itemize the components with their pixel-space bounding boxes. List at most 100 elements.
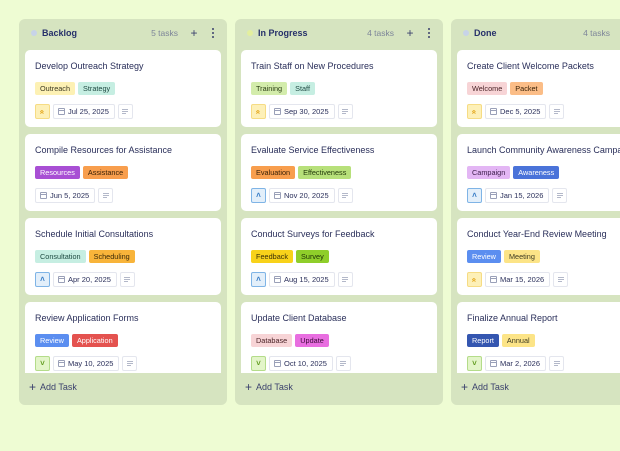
- tag-badge: Scheduling: [88, 250, 135, 263]
- task-card[interactable]: Conduct Year-End Review Meeting Review Me…: [457, 218, 620, 295]
- task-card[interactable]: Develop Outreach Strategy Outreach Strate…: [25, 50, 221, 127]
- tag-badge: Report: [467, 334, 499, 347]
- task-card[interactable]: Evaluate Service Effectiveness Evaluatio…: [241, 134, 437, 211]
- tag-badge: Application: [71, 334, 118, 347]
- task-title: Review Application Forms: [35, 313, 139, 323]
- description-button[interactable]: [552, 188, 568, 203]
- description-button[interactable]: [549, 104, 565, 119]
- calendar-icon: [490, 276, 497, 283]
- priority-button[interactable]: »: [35, 104, 50, 119]
- task-meta: » Dec 5, 2025: [467, 104, 620, 119]
- tag-list: Evaluation Effectiveness: [251, 166, 427, 179]
- description-button[interactable]: [337, 104, 353, 119]
- description-button[interactable]: [122, 356, 138, 371]
- description-button[interactable]: [337, 272, 353, 287]
- task-meta: ˄ Apr 20, 2025: [35, 272, 211, 287]
- add-task-button[interactable]: + Add Task: [245, 379, 293, 395]
- chevron-up-icon: ˄: [256, 190, 261, 200]
- tag-list: Campaign Awareness: [467, 166, 620, 179]
- text-lines-icon: [126, 360, 133, 362]
- card-list[interactable]: Create Client Welcome Packets Welcome Pac…: [457, 50, 620, 373]
- description-button[interactable]: [553, 272, 569, 287]
- text-lines-icon: [342, 108, 349, 110]
- due-date-button[interactable]: Aug 15, 2025: [269, 272, 335, 287]
- task-card[interactable]: Update Client Database Database Update ˅ …: [241, 302, 437, 373]
- tag-badge: Update: [295, 334, 329, 347]
- task-card[interactable]: Review Application Forms Review Applicati…: [25, 302, 221, 373]
- description-button[interactable]: [98, 188, 114, 203]
- due-date-button[interactable]: Oct 10, 2025: [269, 356, 333, 371]
- text-lines-icon: [102, 192, 109, 194]
- due-date-button[interactable]: May 10, 2025: [53, 356, 120, 371]
- priority-button[interactable]: ˄: [35, 272, 50, 287]
- tag-badge: Database: [251, 334, 293, 347]
- task-meta: » Sep 30, 2025: [251, 104, 427, 119]
- description-button[interactable]: [335, 356, 351, 371]
- tag-list: Resources Assistance: [35, 166, 211, 179]
- due-date-button[interactable]: Nov 20, 2025: [269, 188, 335, 203]
- task-card[interactable]: Create Client Welcome Packets Welcome Pac…: [457, 50, 620, 127]
- tag-list: Review Meeting: [467, 250, 620, 263]
- calendar-icon: [490, 360, 497, 367]
- tag-badge: Feedback: [251, 250, 294, 263]
- due-date-button[interactable]: Mar 15, 2026: [485, 272, 551, 287]
- task-card[interactable]: Finalize Annual Report Report Annual ˅ Ma…: [457, 302, 620, 373]
- tag-badge: Annual: [501, 334, 535, 347]
- tag-list: Report Annual: [467, 334, 620, 347]
- task-card[interactable]: Launch Community Awareness Campaign Camp…: [457, 134, 620, 211]
- priority-button[interactable]: »: [467, 104, 482, 119]
- priority-button[interactable]: ˄: [251, 188, 266, 203]
- plus-icon[interactable]: +: [406, 26, 414, 40]
- due-date-button[interactable]: Dec 5, 2025: [485, 104, 547, 119]
- tag-list: Outreach Strategy: [35, 82, 211, 95]
- task-meta: Jun 5, 2025: [35, 188, 211, 203]
- text-lines-icon: [342, 276, 349, 278]
- calendar-icon: [40, 192, 47, 199]
- add-task-button[interactable]: + Add Task: [461, 379, 509, 395]
- description-button[interactable]: [337, 188, 353, 203]
- kebab-icon[interactable]: [207, 27, 219, 39]
- tag-list: Database Update: [251, 334, 427, 347]
- chevrons-up-icon: »: [253, 109, 263, 114]
- calendar-icon: [274, 192, 281, 199]
- task-card[interactable]: Conduct Surveys for Feedback Feedback Sur…: [241, 218, 437, 295]
- status-dot-icon: [247, 30, 253, 36]
- task-meta: ˅ Mar 2, 2026: [467, 356, 620, 371]
- task-title: Evaluate Service Effectiveness: [251, 145, 375, 155]
- plus-icon[interactable]: +: [190, 26, 198, 40]
- column-title: Done: [474, 28, 497, 38]
- due-date-button[interactable]: Apr 20, 2025: [53, 272, 117, 287]
- priority-button[interactable]: ˄: [251, 272, 266, 287]
- due-date-button[interactable]: Jul 25, 2025: [53, 104, 115, 119]
- description-button[interactable]: [117, 104, 133, 119]
- add-task-button[interactable]: + Add Task: [29, 379, 77, 395]
- kebab-icon[interactable]: [423, 27, 435, 39]
- priority-button[interactable]: ˄: [467, 188, 482, 203]
- description-button[interactable]: [549, 356, 565, 371]
- chevron-down-icon: ˅: [472, 358, 477, 368]
- task-count: 5 tasks: [151, 28, 178, 38]
- due-date-button[interactable]: Mar 2, 2026: [485, 356, 547, 371]
- due-date-button[interactable]: Jan 15, 2026: [485, 188, 550, 203]
- tag-badge: Review: [467, 250, 501, 263]
- description-button[interactable]: [119, 272, 135, 287]
- task-card[interactable]: Compile Resources for Assistance Resourc…: [25, 134, 221, 211]
- task-card[interactable]: Schedule Initial Consultations Consultat…: [25, 218, 221, 295]
- text-lines-icon: [553, 360, 560, 362]
- priority-button[interactable]: »: [251, 104, 266, 119]
- tag-badge: Strategy: [78, 82, 116, 95]
- priority-button[interactable]: ˅: [467, 356, 482, 371]
- tag-list: Training Staff: [251, 82, 427, 95]
- due-date-button[interactable]: Jun 5, 2025: [35, 188, 96, 203]
- priority-button[interactable]: ˅: [35, 356, 50, 371]
- card-list[interactable]: Train Staff on New Procedures Training St…: [241, 50, 437, 373]
- text-lines-icon: [557, 276, 564, 278]
- tag-badge: Review: [35, 334, 69, 347]
- priority-button[interactable]: ˅: [251, 356, 266, 371]
- due-date: Jul 25, 2025: [68, 107, 109, 116]
- priority-button[interactable]: »: [467, 272, 482, 287]
- plus-icon: +: [245, 380, 253, 394]
- task-card[interactable]: Train Staff on New Procedures Training St…: [241, 50, 437, 127]
- due-date-button[interactable]: Sep 30, 2025: [269, 104, 335, 119]
- card-list[interactable]: Develop Outreach Strategy Outreach Strate…: [25, 50, 221, 373]
